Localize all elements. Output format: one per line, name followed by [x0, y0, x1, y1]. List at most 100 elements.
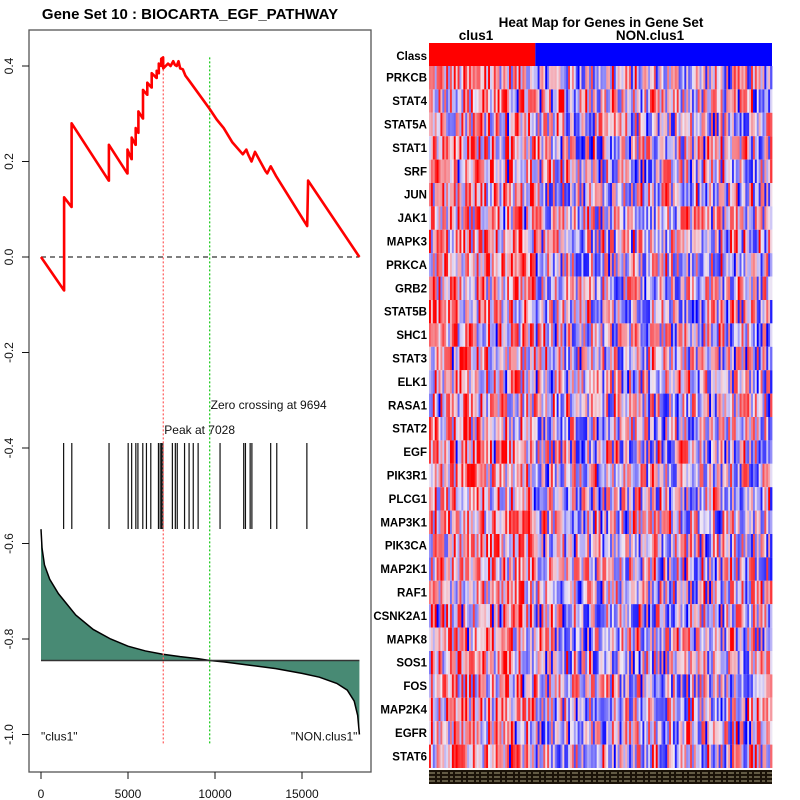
heatmap-cell	[562, 674, 565, 698]
heatmap-cell	[667, 89, 670, 113]
heatmap-cell	[625, 300, 628, 324]
heatmap-cell	[503, 300, 506, 324]
heatmap-cell	[636, 674, 640, 698]
heatmap-cell	[600, 112, 603, 137]
heatmap-cell	[741, 580, 744, 605]
heatmap-cell	[743, 276, 746, 300]
heatmap-cell	[676, 557, 680, 581]
heatmap-cell	[484, 253, 487, 277]
heatmap-cell	[630, 300, 634, 324]
heatmap-cell	[623, 370, 626, 394]
heatmap-cell	[733, 463, 737, 488]
heatmap-cell	[577, 370, 580, 394]
heatmap-cell	[474, 393, 478, 417]
heatmap-cell	[518, 580, 521, 605]
heatmap-cell	[522, 651, 525, 675]
heatmap-cell	[562, 346, 565, 371]
heatmap-cell	[470, 206, 474, 230]
heatmap-cell	[610, 440, 613, 464]
heatmap-cell	[587, 66, 590, 90]
heatmap-cell	[640, 370, 643, 394]
class-row-label: Class	[396, 51, 427, 63]
heatmap-cell	[531, 557, 535, 581]
heatmap-cell	[514, 136, 518, 160]
heatmap-cell	[568, 253, 571, 277]
heatmap-cell	[690, 89, 693, 113]
heatmap-cell	[684, 651, 687, 675]
heatmap-cell	[596, 557, 599, 581]
heatmap-cell	[566, 510, 569, 534]
heatmap-cell	[669, 323, 672, 347]
heatmap-cell	[629, 604, 632, 628]
heatmap-cell	[488, 627, 491, 651]
heatmap-cell	[514, 229, 518, 254]
heatmap-cell	[554, 651, 558, 675]
heatmap-cell	[528, 510, 531, 534]
y-tick-label: -0.8	[2, 628, 16, 649]
heatmap-cell	[556, 66, 559, 90]
heatmap-cell	[501, 604, 504, 628]
heatmap-cell	[720, 206, 723, 230]
heatmap-cell	[764, 487, 767, 511]
heatmap-cell	[718, 370, 721, 394]
heatmap-cell	[573, 183, 577, 207]
heatmap-cell	[770, 534, 773, 558]
heatmap-cell	[762, 136, 765, 160]
heatmap-cell	[602, 510, 605, 534]
heatmap-cell	[617, 253, 620, 277]
heatmap-cell	[533, 253, 537, 277]
heatmap-cell	[592, 183, 596, 207]
heatmap-cell	[724, 651, 727, 675]
running-es-line	[39, 56, 361, 292]
heatmap-cell	[495, 674, 498, 698]
heatmap-cell	[707, 370, 710, 394]
heatmap-cell	[488, 136, 491, 160]
heatmap-cell	[535, 229, 539, 254]
heatmap-cell	[691, 323, 695, 347]
heatmap-cell	[526, 183, 529, 207]
heatmap-cell	[469, 370, 472, 394]
heatmap-cell	[693, 557, 697, 581]
heatmap-cell	[659, 206, 662, 230]
heatmap-cell	[604, 510, 607, 534]
heatmap-cell	[503, 440, 506, 464]
heatmap-cell	[743, 604, 746, 628]
heatmap-cell	[693, 253, 697, 277]
heatmap-cell	[674, 580, 678, 605]
heatmap-cell	[459, 557, 462, 581]
heatmap-cell	[653, 370, 657, 394]
heatmap-cell	[472, 112, 476, 137]
heatmap-cell	[587, 112, 590, 137]
heatmap-cell	[678, 627, 681, 651]
heatmap-cell	[442, 580, 445, 605]
heatmap-cell	[667, 206, 670, 230]
heatmap-cell	[539, 159, 542, 183]
heatmap-cell	[630, 112, 634, 137]
heatmap-cell	[590, 276, 594, 300]
heatmap-cell	[720, 89, 723, 113]
heatmap-cell	[720, 323, 723, 347]
heatmap-cell	[630, 370, 634, 394]
heatmap-cell	[604, 557, 607, 581]
heatmap-cell	[480, 346, 483, 371]
heatmap-cell	[621, 674, 624, 698]
heatmap-cell	[625, 463, 628, 488]
gene-label: RASA1	[388, 400, 428, 412]
heatmap-cell	[758, 417, 761, 441]
heatmap-cell	[463, 580, 466, 605]
heatmap-cell	[514, 534, 518, 558]
heatmap-cell	[602, 487, 605, 511]
heatmap-cell	[503, 580, 506, 605]
heatmap-cell	[699, 276, 702, 300]
heatmap-cell	[438, 66, 441, 90]
heatmap-cell	[623, 346, 626, 371]
heatmap-cell	[594, 463, 598, 488]
heatmap-cell	[549, 66, 552, 90]
heatmap-cell	[430, 417, 434, 441]
heatmap-cell	[541, 183, 544, 207]
heatmap-cell	[448, 300, 451, 324]
heatmap-cell	[539, 674, 542, 698]
heatmap-cell	[480, 89, 483, 113]
heatmap-cell	[429, 206, 432, 230]
heatmap-cell	[526, 580, 529, 605]
